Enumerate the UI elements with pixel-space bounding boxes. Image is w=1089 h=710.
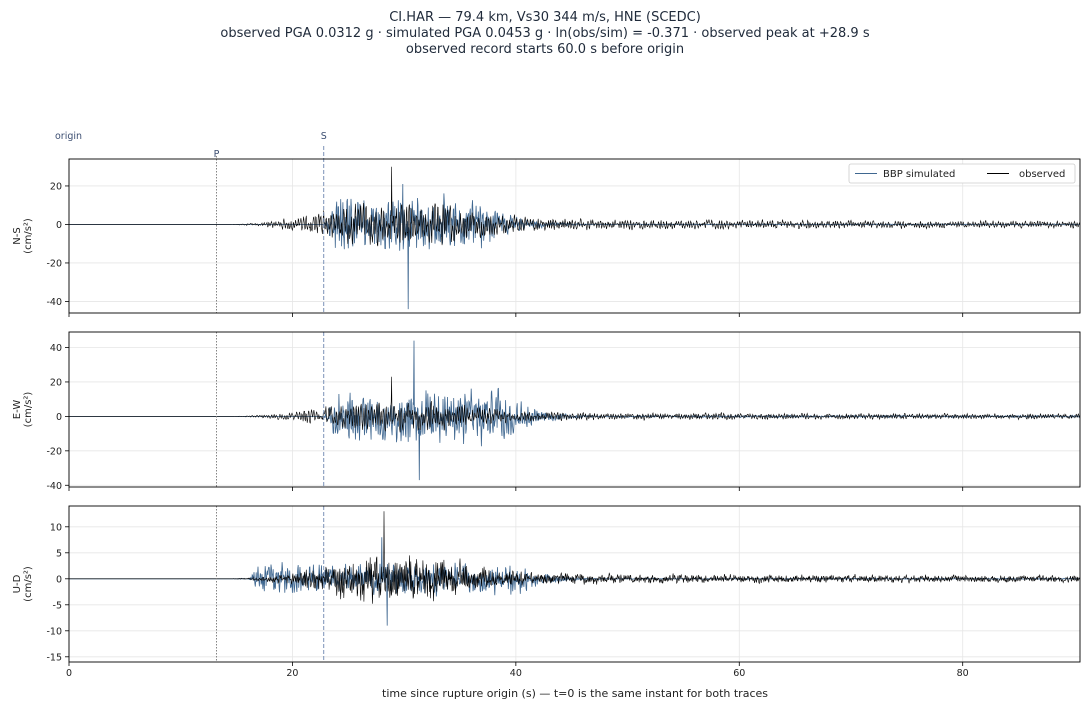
y-tick-label: 10: [50, 522, 62, 533]
axes-frame: [68, 331, 1081, 488]
y-tick-label: -15: [46, 652, 62, 663]
panel-u-d: 10 5 0 -5 -10 -15 0 20 40 60 80 U-D(cm/s²): [12, 505, 1081, 679]
series-simulated-e-w: [69, 340, 1080, 481]
y-tick-label: -40: [46, 481, 62, 492]
y-tick-label: 20: [50, 377, 62, 388]
y-tick-label: -20: [46, 258, 62, 269]
axes-frame: [68, 158, 1081, 314]
series-observed-e-w: [69, 376, 1080, 433]
panel-e-w: 40 20 0 -20 -40 E-W(cm/s²): [12, 331, 1081, 492]
p-marker-label: P: [214, 149, 220, 160]
y-tick-label: -10: [46, 626, 62, 637]
title-line-2: observed PGA 0.0312 g · simulated PGA 0.…: [220, 26, 869, 41]
y-axis-label: N-S(cm/s²): [12, 218, 34, 254]
legend-label-simulated: BBP simulated: [883, 169, 955, 180]
y-axis-label: E-W(cm/s²): [12, 392, 34, 428]
x-tick-label: 0: [66, 668, 72, 679]
y-tick-label: 0: [56, 412, 62, 423]
series-observed-n-s: [69, 166, 1080, 247]
origin-marker-label: origin: [55, 131, 82, 142]
legend: BBP simulated observed: [848, 163, 1076, 184]
axes-frame: [68, 505, 1081, 663]
legend-label-observed: observed: [1019, 169, 1065, 180]
x-axis-label: time since rupture origin (s) — t=0 is t…: [382, 687, 768, 700]
y-tick-label: -20: [46, 446, 62, 457]
y-tick-label: 0: [56, 220, 62, 231]
y-tick-label: 20: [50, 181, 62, 192]
y-tick-label: 40: [50, 343, 62, 354]
x-tick-label: 40: [510, 668, 522, 679]
title-line-3: observed record starts 60.0 s before ori…: [406, 42, 684, 57]
panel-n-s: 20 0 -20 -40 N-S(cm/s²): [12, 146, 1081, 317]
x-tick-label: 60: [733, 668, 745, 679]
x-tick-label: 80: [957, 668, 969, 679]
y-axis-label: U-D(cm/s²): [12, 566, 34, 602]
panels-group: 20 0 -20 -40 N-S(cm/s²) 40 20 0 -20 -40 E-W(cm/s²)…: [12, 146, 1081, 679]
series-observed-u-d: [69, 511, 1080, 604]
series-simulated-n-s: [69, 183, 1080, 310]
title-line-1: CI.HAR — 79.4 km, Vs30 344 m/s, HNE (SCE…: [389, 10, 701, 25]
s-marker-label: S: [321, 131, 327, 142]
y-tick-label: 5: [56, 548, 62, 559]
y-tick-label: -40: [46, 297, 62, 308]
legend-box: [848, 163, 1076, 184]
y-tick-label: -5: [53, 600, 62, 611]
y-tick-label: 0: [56, 574, 62, 585]
x-tick-label: 20: [286, 668, 298, 679]
